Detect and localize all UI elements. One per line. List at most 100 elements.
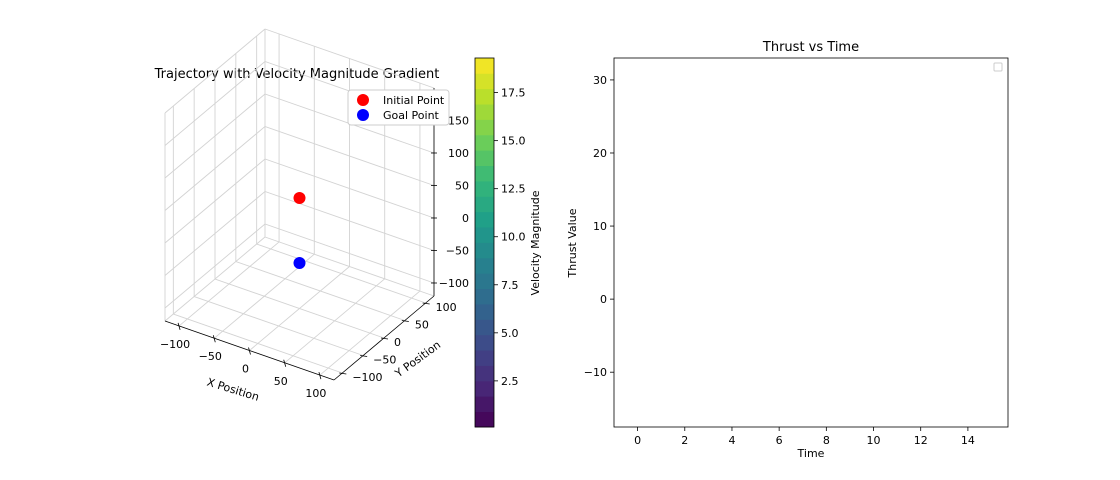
plot-2d-ticks: 0 2 4 6 8 10 12 14 −10 0 10 20 30: [584, 74, 975, 447]
colorbar-tick-label: 7.5: [501, 279, 519, 292]
colorbar-band: [475, 73, 494, 90]
colorbar-band: [475, 288, 494, 305]
colorbar-band: [475, 350, 494, 366]
y-tick-mark: [339, 372, 347, 375]
colorbar-band: [475, 88, 494, 105]
colorbar-band: [475, 304, 494, 320]
x-gridline: [249, 58, 350, 351]
y-tick-label: −100: [352, 371, 382, 384]
z-tick-label: −50: [446, 245, 469, 258]
x-tick-mark: [318, 371, 322, 380]
colorbar-band: [475, 181, 494, 197]
z-gridline: [164, 158, 435, 244]
y-gridline: [256, 36, 426, 304]
x-tick-mark: [177, 322, 181, 331]
y-gridline: [172, 106, 343, 374]
legend-swatch-goal-point: [357, 109, 369, 121]
x-axis-label-time: Time: [797, 447, 825, 460]
x-tick-mark: [212, 335, 216, 343]
x-gridline: [284, 70, 386, 364]
z-tick-label: 150: [448, 115, 469, 128]
colorbar-tick-label: 5.0: [501, 327, 519, 340]
z-tick-label: 100: [448, 147, 469, 160]
chart-3d-title: Trajectory with Velocity Magnitude Gradi…: [154, 67, 440, 82]
y-tick-label: 0: [394, 336, 401, 349]
colorbar-band: [475, 196, 494, 213]
plot-area-frame: [613, 57, 1009, 428]
time-tick-label: 12: [914, 434, 928, 447]
y-gridline: [214, 71, 385, 339]
thrust-tick-label: 10: [593, 220, 607, 233]
colorbar-band: [475, 257, 494, 274]
time-tick-label: 4: [728, 434, 735, 447]
colorbar-ticks: 2.5 5.0 7.5 10.0 12.5 15.0 17.5: [494, 87, 526, 388]
y-axis-label-thrust: Thrust Value: [566, 208, 579, 278]
legend-label-goal-point: Goal Point: [383, 109, 440, 122]
colorbar-band: [475, 273, 494, 290]
x-tick-label: −50: [199, 350, 222, 363]
colorbar-tick-label: 10.0: [501, 231, 526, 244]
colorbar-band: [475, 380, 494, 397]
thrust-tick-label: 0: [600, 293, 607, 306]
axes-3d-points: [293, 192, 306, 269]
axes-3d-grid: [164, 28, 435, 376]
thrust-tick-label: 30: [593, 74, 607, 87]
colorbar-bands: [475, 58, 494, 428]
legend-label-initial-point: Initial Point: [383, 94, 445, 107]
colorbar-band: [475, 365, 494, 382]
y-tick-mark: [422, 302, 430, 305]
z-gridline: [164, 93, 435, 179]
colorbar-band: [475, 211, 494, 228]
time-tick-label: 10: [867, 434, 881, 447]
colorbar-tick-label: 15.0: [501, 135, 526, 148]
x-gridline: [178, 33, 280, 327]
legend-2d-empty-box: [993, 62, 1003, 72]
x-tick-label: 100: [305, 387, 326, 400]
x-tick-mark: [248, 347, 251, 355]
legend-3d: Initial Point Goal Point: [347, 89, 450, 126]
legend-3d-frame: [347, 89, 450, 126]
colorbar: 2.5 5.0 7.5 10.0 12.5 15.0 17.5 Velocity Magni…: [474, 57, 542, 428]
colorbar-band: [475, 334, 494, 351]
x-tick-label: −100: [160, 338, 190, 351]
colorbar-band: [475, 104, 494, 120]
y-tick-label: 50: [415, 319, 429, 332]
z-tick-label: 0: [462, 212, 469, 225]
time-tick-label: 2: [681, 434, 688, 447]
colorbar-band: [475, 396, 494, 413]
y-tick-mark: [401, 320, 409, 322]
colorbar-tick-label: 17.5: [501, 87, 526, 100]
colorbar-band: [475, 165, 494, 182]
colorbar-tick-label: 2.5: [501, 375, 519, 388]
x-tick-label: 50: [274, 375, 288, 388]
z-tick-label: 50: [455, 180, 469, 193]
x-tick-mark: [283, 359, 287, 367]
z-gridline: [164, 223, 435, 309]
legend-swatch-initial-point: [357, 94, 369, 106]
colorbar-tick-label: 12.5: [501, 183, 526, 196]
y-tick-label: 100: [436, 301, 457, 314]
time-tick-label: 6: [776, 434, 783, 447]
colorbar-band: [475, 119, 494, 136]
colorbar-band: [475, 58, 494, 74]
colorbar-band: [475, 227, 494, 243]
x-tick-label: 0: [242, 363, 249, 376]
y-gridline: [193, 88, 364, 356]
initial-point-marker: [293, 192, 306, 204]
x-gridline: [319, 83, 421, 376]
x-gridline: [214, 46, 315, 339]
colorbar-band: [475, 242, 494, 259]
y-axis-line: [333, 295, 435, 381]
thrust-tick-label: 20: [593, 147, 607, 160]
time-tick-label: 14: [961, 434, 975, 447]
z-gridline: [164, 190, 435, 276]
y-tick-mark: [360, 355, 368, 357]
goal-point-marker: [293, 257, 306, 269]
colorbar-band: [475, 411, 494, 428]
time-tick-label: 0: [634, 434, 641, 447]
colorbar-frame: [474, 57, 495, 428]
z-tick-label: −100: [439, 277, 469, 290]
y-tick-label: −50: [373, 354, 396, 367]
colorbar-band: [475, 150, 494, 167]
